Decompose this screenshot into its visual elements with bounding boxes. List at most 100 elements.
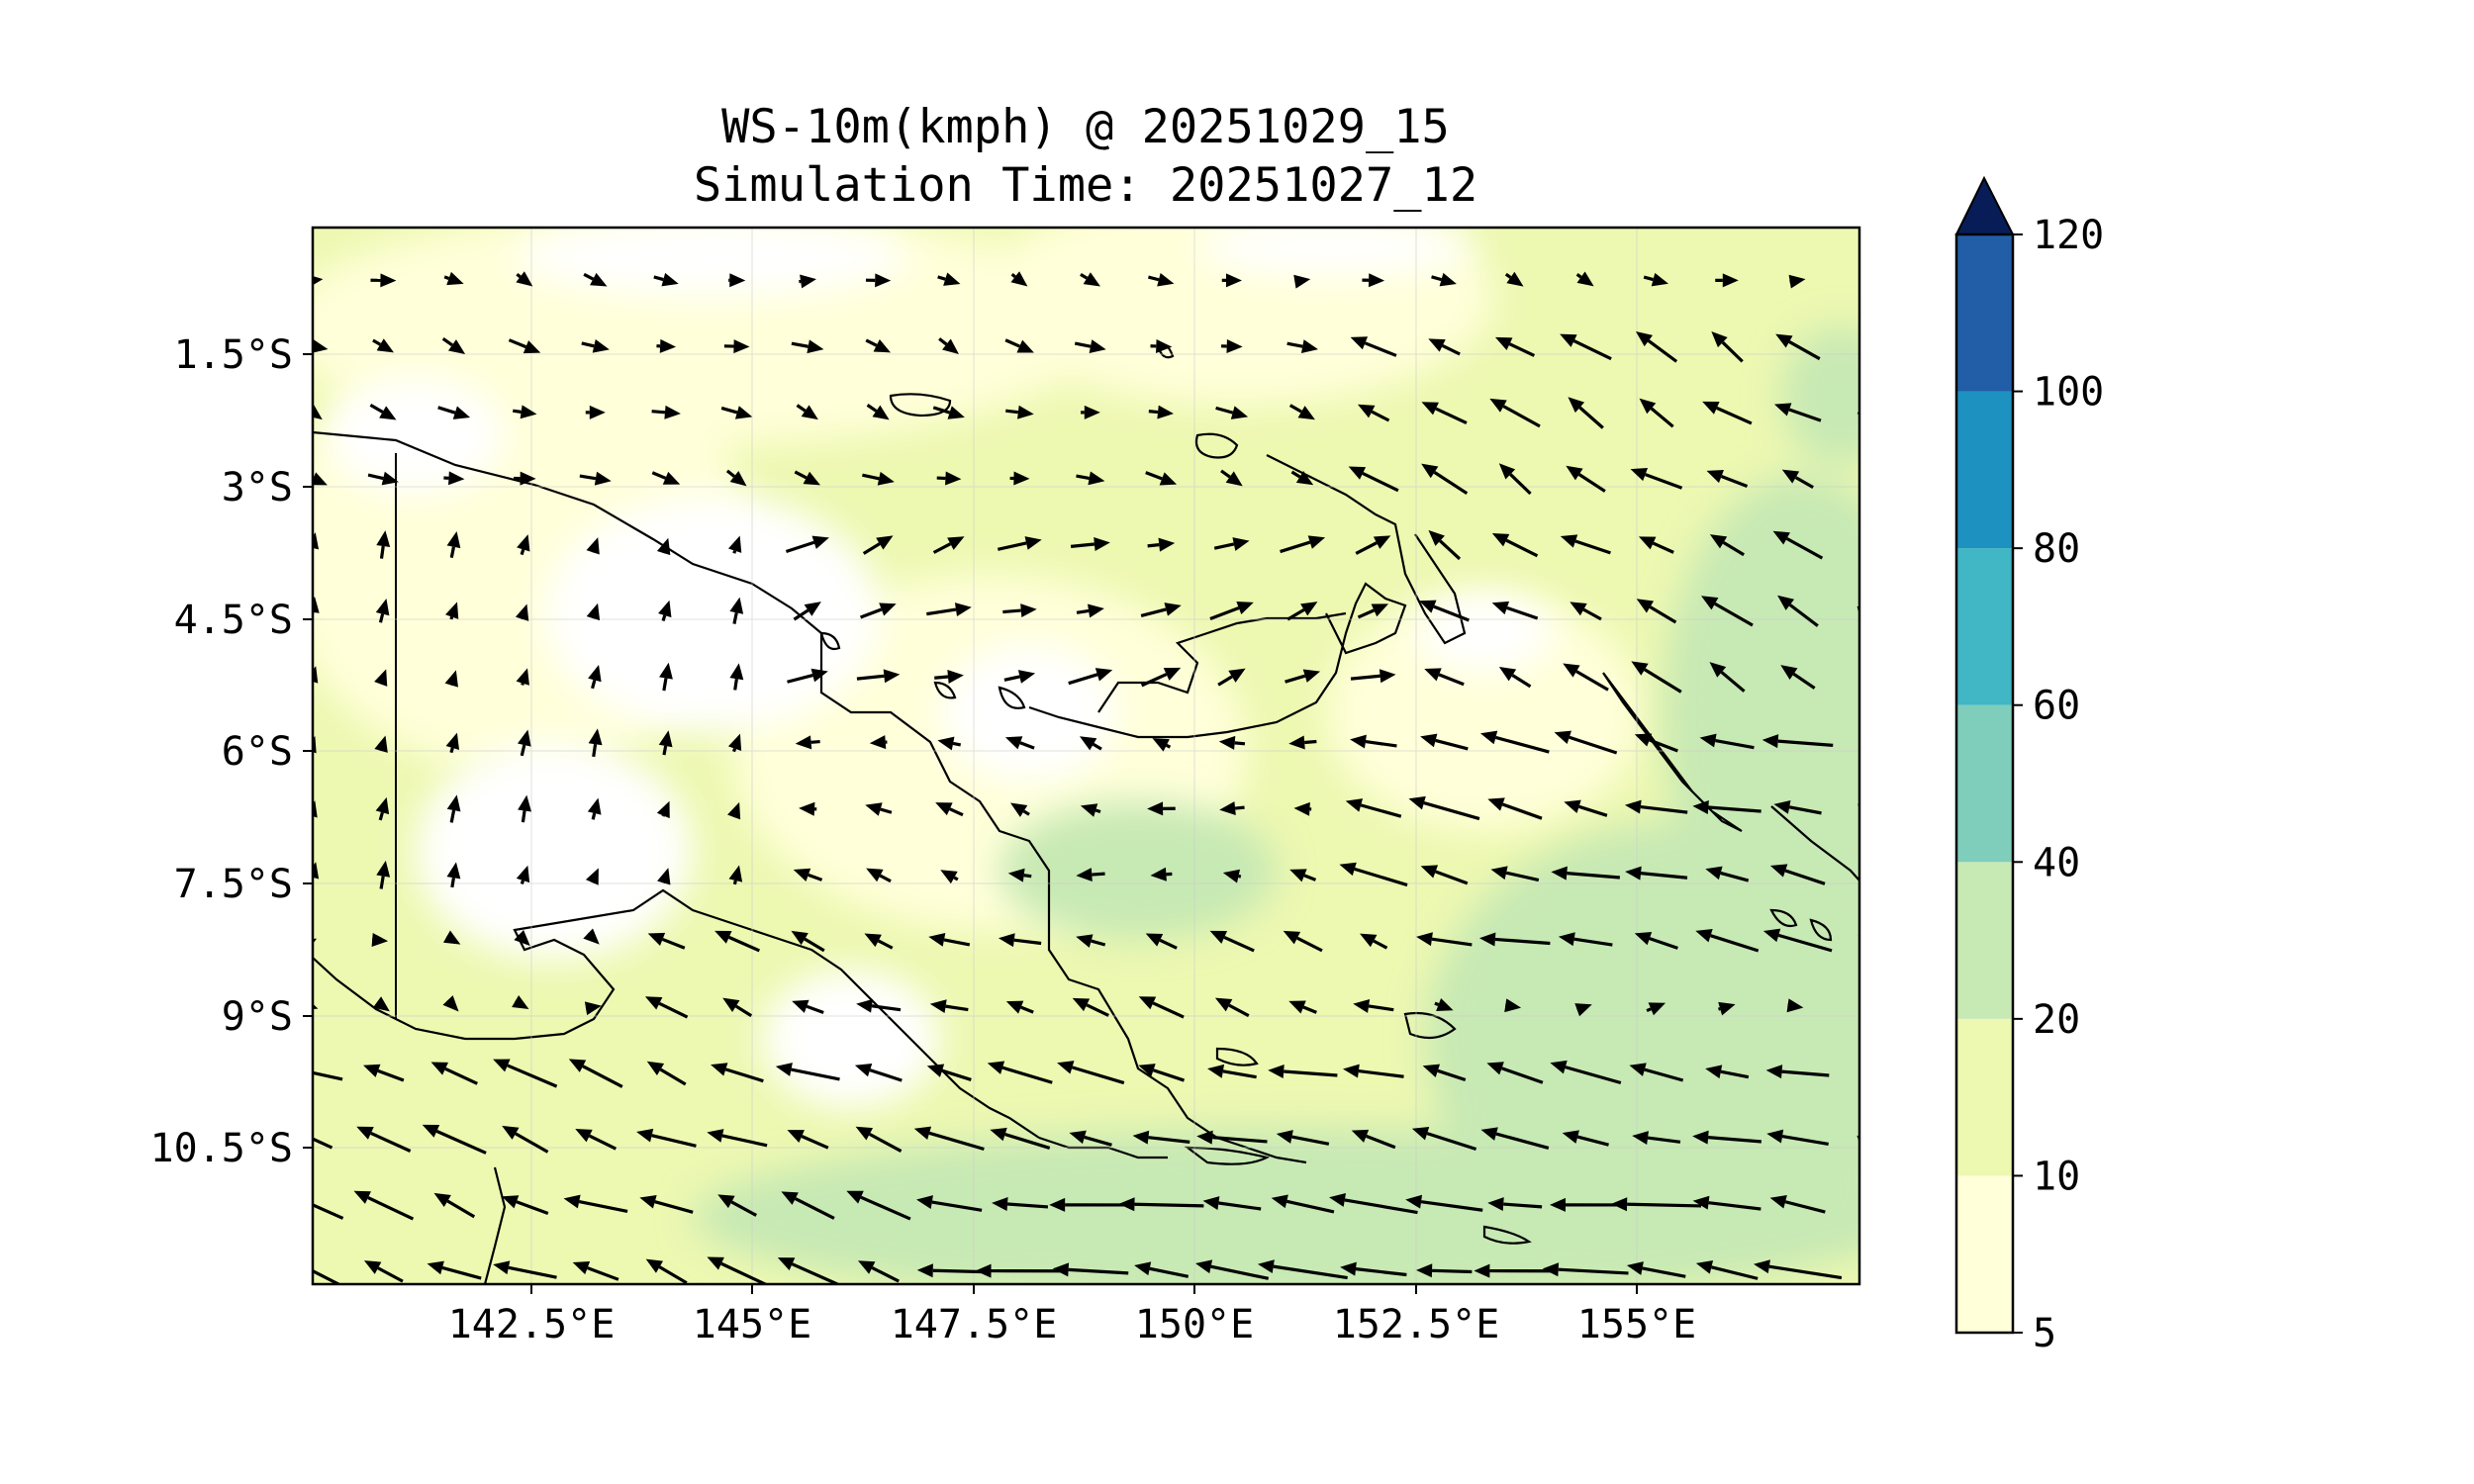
coastlines — [313, 343, 1859, 1284]
wind-arrow — [1701, 596, 1754, 627]
wind-arrow — [1777, 595, 1819, 627]
wind-arrow — [1419, 600, 1470, 622]
y-tick-label: 10.5°S — [150, 1126, 294, 1171]
wind-arrow — [1421, 402, 1468, 424]
wind-arrow — [313, 339, 329, 353]
wind-arrow — [656, 338, 677, 353]
wind-arrow — [729, 663, 744, 691]
wind-arrow — [1646, 1002, 1666, 1016]
wind-arrow — [1709, 534, 1745, 557]
wind-arrow — [1772, 530, 1824, 560]
wind-arrow — [1860, 472, 1877, 486]
wind-arrow — [1858, 1206, 1859, 1209]
colorbar-tick-label: 20 — [2033, 997, 2080, 1043]
wind-arrow — [866, 404, 890, 420]
wind-arrow — [1138, 1064, 1186, 1082]
wind-arrow — [1705, 1065, 1750, 1079]
wind-arrow — [1761, 734, 1834, 749]
colorbar-band — [1956, 548, 2013, 705]
colorbar-tick-label: 60 — [2033, 684, 2080, 729]
wind-arrow — [653, 272, 679, 287]
wind-arrow — [1005, 405, 1034, 419]
colorbar-band — [1956, 704, 2013, 863]
wind-arrow — [865, 273, 892, 288]
wind-arrow — [644, 996, 689, 1019]
wind-arrow — [647, 932, 686, 950]
wind-arrow — [313, 404, 323, 420]
wind-arrow — [1209, 601, 1254, 620]
colorbar-tick-label: 40 — [2033, 840, 2080, 885]
wind-arrow — [987, 1061, 1053, 1084]
wind-arrow — [1221, 273, 1242, 288]
wind-arrow — [646, 1061, 687, 1086]
wind-arrow — [585, 405, 606, 419]
wind-arrow — [1554, 730, 1618, 755]
wind-arrow — [1362, 273, 1385, 288]
wind-arrow — [1489, 398, 1541, 428]
wind-arrow — [1774, 403, 1822, 422]
wind-arrow — [1769, 864, 1826, 885]
wind-arrow — [1857, 934, 1859, 946]
wind-arrow — [720, 406, 753, 419]
wind-arrow — [936, 471, 962, 486]
wind-arrow — [717, 1194, 757, 1217]
wind-arrow — [799, 801, 817, 816]
wind-arrow — [376, 860, 391, 889]
wind-arrow — [793, 602, 821, 621]
wind-arrow — [313, 862, 320, 881]
wind-arrow — [1480, 1127, 1550, 1150]
wind-arrow — [374, 669, 388, 687]
wind-arrow — [1762, 928, 1833, 953]
wind-arrow — [659, 662, 673, 692]
wind-arrow — [711, 1063, 764, 1083]
wind-arrow — [1611, 1197, 1702, 1212]
wind-arrow — [422, 1124, 487, 1155]
y-tick-label: 9°S — [222, 994, 293, 1040]
wind-arrow — [656, 537, 671, 556]
wind-arrow — [1009, 471, 1030, 486]
wind-arrow — [446, 862, 461, 888]
wind-arrow — [799, 274, 816, 289]
wind-arrow — [1711, 330, 1744, 363]
wind-arrow — [791, 930, 825, 953]
wind-arrow — [313, 666, 319, 684]
wind-arrow — [846, 1190, 911, 1221]
wind-arrow — [998, 933, 1042, 948]
wind-arrow — [1626, 1261, 1686, 1278]
wind-arrow — [1213, 537, 1250, 551]
x-tick-label: 147.5°E — [891, 1302, 1058, 1347]
wind-arrow — [1069, 1130, 1112, 1147]
wind-arrow — [586, 537, 600, 555]
wind-arrow — [584, 1001, 602, 1016]
wind-arrow — [1004, 338, 1034, 353]
wind-arrow — [1350, 734, 1397, 749]
wind-arrow — [787, 1130, 829, 1150]
y-axis: 1.5°S 3°S 4.5°S 6°S 7.5°S 9°S 10.5°S — [150, 332, 313, 1171]
wind-arrow — [313, 532, 320, 552]
wind-arrow — [376, 530, 391, 559]
wind-arrow — [441, 337, 466, 354]
wind-arrow — [1288, 404, 1315, 420]
wind-arrow — [1081, 405, 1100, 419]
wind-arrow — [791, 339, 824, 354]
wind-arrow — [313, 1268, 340, 1284]
wind-arrow — [371, 932, 389, 947]
wind-arrow — [1345, 798, 1402, 818]
y-tick-label: 6°S — [222, 729, 293, 775]
wind-arrow — [513, 405, 537, 419]
wind-arrow — [940, 870, 959, 884]
wind-arrow — [937, 736, 962, 751]
wind-arrow — [1276, 1130, 1330, 1146]
wind-arrow — [517, 729, 531, 757]
wind-arrow — [1049, 1197, 1132, 1212]
wind-arrow — [997, 536, 1042, 551]
wind-arrow — [444, 670, 459, 688]
wind-arrow — [781, 1191, 835, 1220]
wind-arrow — [722, 997, 753, 1018]
wind-arrow — [1288, 1000, 1317, 1014]
wind-arrow — [1566, 465, 1606, 493]
wind-arrow — [857, 1260, 900, 1283]
y-tick-label: 3°S — [222, 465, 293, 510]
wind-arrow — [1564, 799, 1608, 817]
wind-arrow — [568, 1059, 623, 1088]
